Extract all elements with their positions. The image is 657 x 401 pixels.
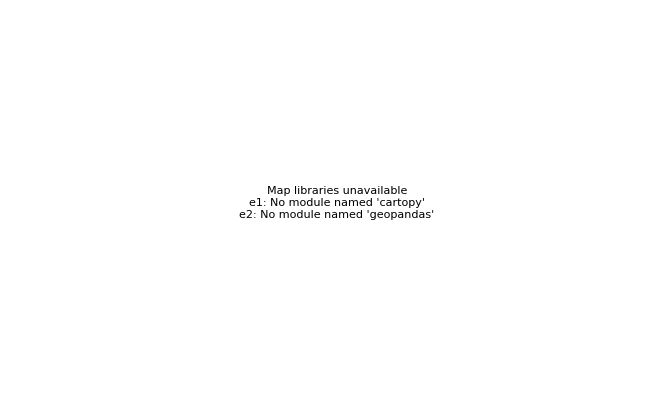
- Text: Map libraries unavailable
e1: No module named 'cartopy'
e2: No module named 'geo: Map libraries unavailable e1: No module …: [239, 186, 434, 219]
